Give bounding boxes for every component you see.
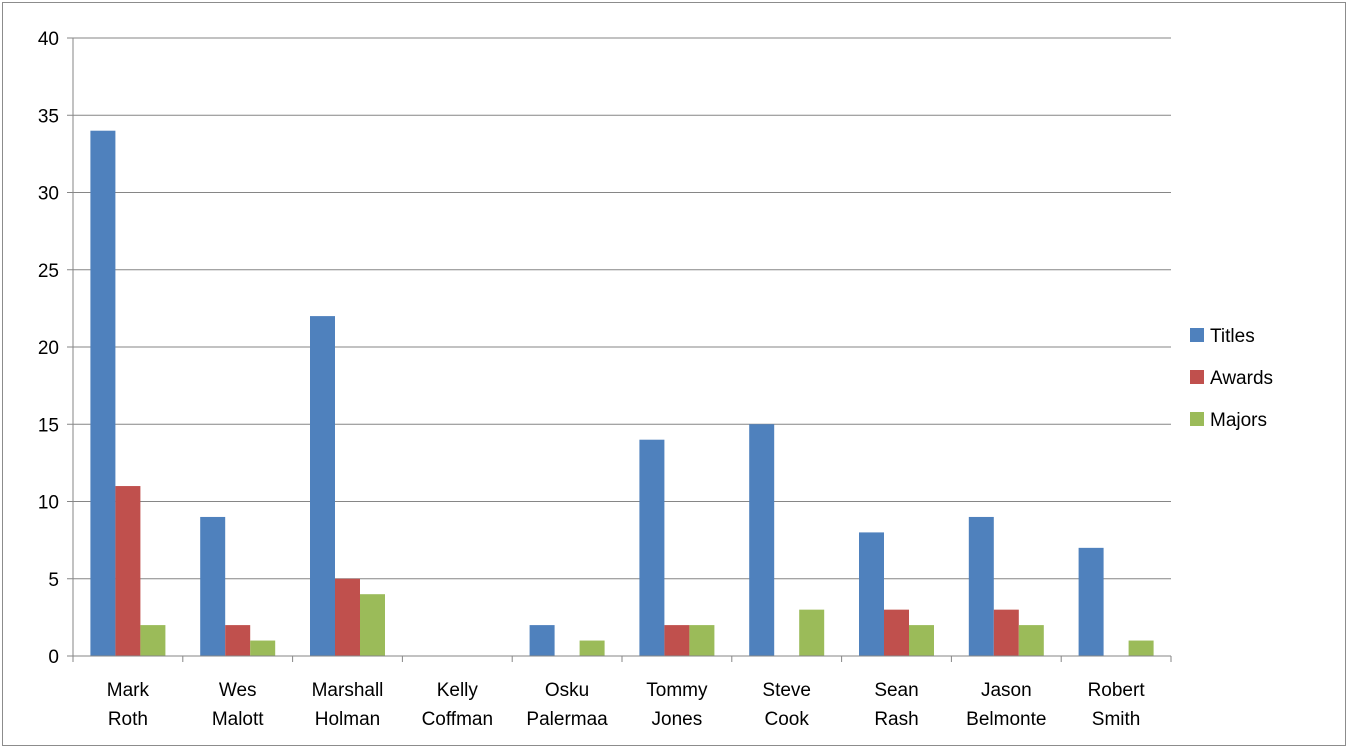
bar-titles xyxy=(749,424,775,656)
x-tick-label: Smith xyxy=(1092,709,1141,730)
x-tick-label: Palermaa xyxy=(526,709,608,730)
bar-awards xyxy=(115,486,141,656)
y-tick-label: 0 xyxy=(48,647,59,668)
bar-awards xyxy=(225,625,251,656)
x-tick-label: Jones xyxy=(652,709,703,730)
legend-label-awards: Awards xyxy=(1210,368,1273,389)
bar-majors xyxy=(799,609,825,656)
bar-majors xyxy=(250,640,276,656)
bar-titles xyxy=(310,316,335,656)
bar-chart: 0 5 10 15 20 25 30 35 40 Mark Roth Wes Malott Marsha… xyxy=(38,29,1273,730)
bar-titles xyxy=(200,516,226,656)
bar-majors xyxy=(689,625,715,656)
bar-awards xyxy=(884,609,909,656)
bar-majors xyxy=(140,625,166,656)
y-tick-label: 5 xyxy=(48,570,59,591)
bar-titles xyxy=(90,130,116,656)
y-tick-label: 15 xyxy=(38,415,59,436)
bar-awards xyxy=(664,625,690,656)
x-tick-label: Tommy xyxy=(646,680,708,701)
x-tick-label: Marshall xyxy=(312,680,384,701)
x-tick-label: Osku xyxy=(545,680,589,701)
x-tick-label: Belmonte xyxy=(966,709,1046,730)
x-tick-labels: Mark Roth Wes Malott Marshall Holman Kelly Coff… xyxy=(107,680,1146,730)
y-tick-label: 10 xyxy=(38,493,59,514)
bar-titles xyxy=(529,625,555,656)
legend-swatch-titles xyxy=(1190,328,1204,342)
bar-titles xyxy=(968,516,994,656)
bar-titles xyxy=(639,439,665,656)
x-tick-label: Sean xyxy=(874,680,918,701)
bar-majors xyxy=(909,625,934,656)
bar-titles xyxy=(1078,547,1104,656)
y-tick-label: 35 xyxy=(38,106,59,127)
x-tick-label: Holman xyxy=(315,709,380,730)
axes xyxy=(67,37,1172,662)
y-tick-label: 30 xyxy=(38,184,59,205)
x-tick-label: Roth xyxy=(108,709,148,730)
x-tick-label: Mark xyxy=(107,680,150,701)
x-tick-label: Rash xyxy=(874,709,918,730)
x-tick-label: Wes xyxy=(219,680,257,701)
y-tick-label: 20 xyxy=(38,338,59,359)
y-tick-labels: 0 5 10 15 20 25 30 35 40 xyxy=(38,29,59,668)
x-tick-label: Kelly xyxy=(437,680,479,701)
legend: Titles Awards Majors xyxy=(1190,326,1273,431)
legend-label-titles: Titles xyxy=(1210,326,1255,347)
legend-label-majors: Majors xyxy=(1210,410,1267,431)
y-tick-label: 40 xyxy=(38,29,59,50)
bar-awards xyxy=(335,578,360,656)
x-tick-label: Steve xyxy=(762,680,811,701)
legend-swatch-awards xyxy=(1190,370,1204,384)
x-tick-label: Cook xyxy=(765,709,810,730)
x-tick-label: Coffman xyxy=(422,709,493,730)
bar-majors xyxy=(579,640,605,656)
x-tick-label: Jason xyxy=(981,680,1032,701)
gridlines xyxy=(73,37,1171,580)
bars xyxy=(90,130,1154,656)
legend-swatch-majors xyxy=(1190,412,1204,426)
bar-titles xyxy=(859,532,884,656)
bar-awards xyxy=(993,609,1019,656)
bar-majors xyxy=(360,594,385,656)
bar-majors xyxy=(1128,640,1154,656)
y-tick-label: 25 xyxy=(38,261,59,282)
bar-majors xyxy=(1018,625,1044,656)
x-tick-label: Robert xyxy=(1088,680,1146,701)
x-tick-label: Malott xyxy=(212,709,264,730)
